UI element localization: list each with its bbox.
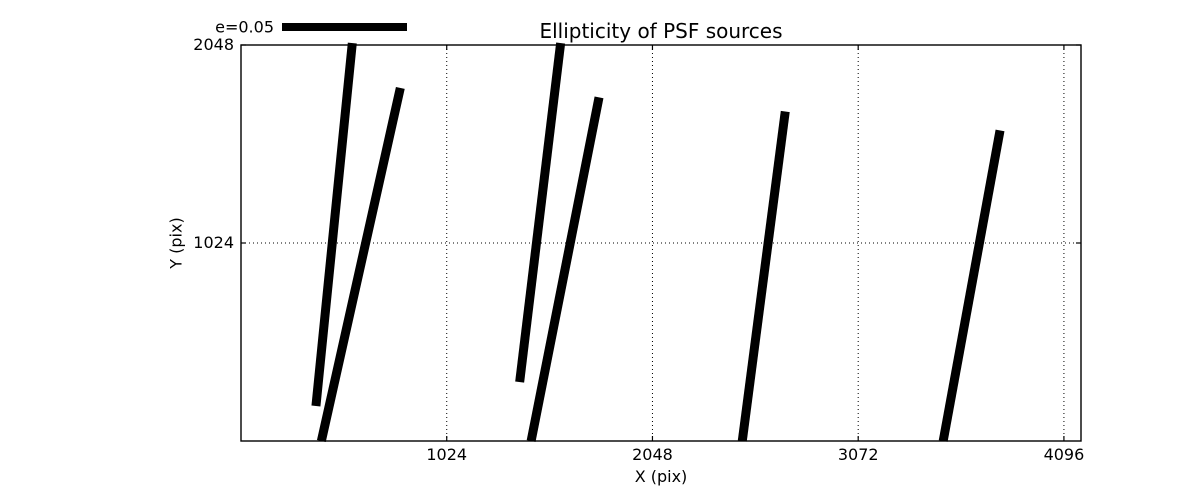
y-axis-label: Y (pix) — [166, 217, 186, 269]
legend-label: e=0.05 — [215, 17, 274, 37]
ellipticity-whisker — [526, 96, 604, 442]
x-tick-label: 1024 — [426, 445, 467, 464]
chart-title: Ellipticity of PSF sources — [539, 19, 783, 43]
x-tick-label: 2048 — [632, 445, 673, 464]
ellipticity-whisker — [316, 86, 405, 442]
y-tick-label: 2048 — [193, 35, 234, 54]
y-tick-label: 1024 — [193, 233, 234, 252]
ellipticity-whisker — [311, 42, 357, 407]
ellipticity-whisker — [737, 110, 790, 442]
x-tick-label: 3072 — [838, 445, 879, 464]
x-axis-label: X (pix) — [634, 467, 688, 486]
legend-line-swatch — [282, 23, 407, 31]
ellipticity-whisker — [515, 42, 566, 383]
ellipticity-whisker — [938, 129, 1005, 442]
x-tick-label: 4096 — [1044, 445, 1085, 464]
